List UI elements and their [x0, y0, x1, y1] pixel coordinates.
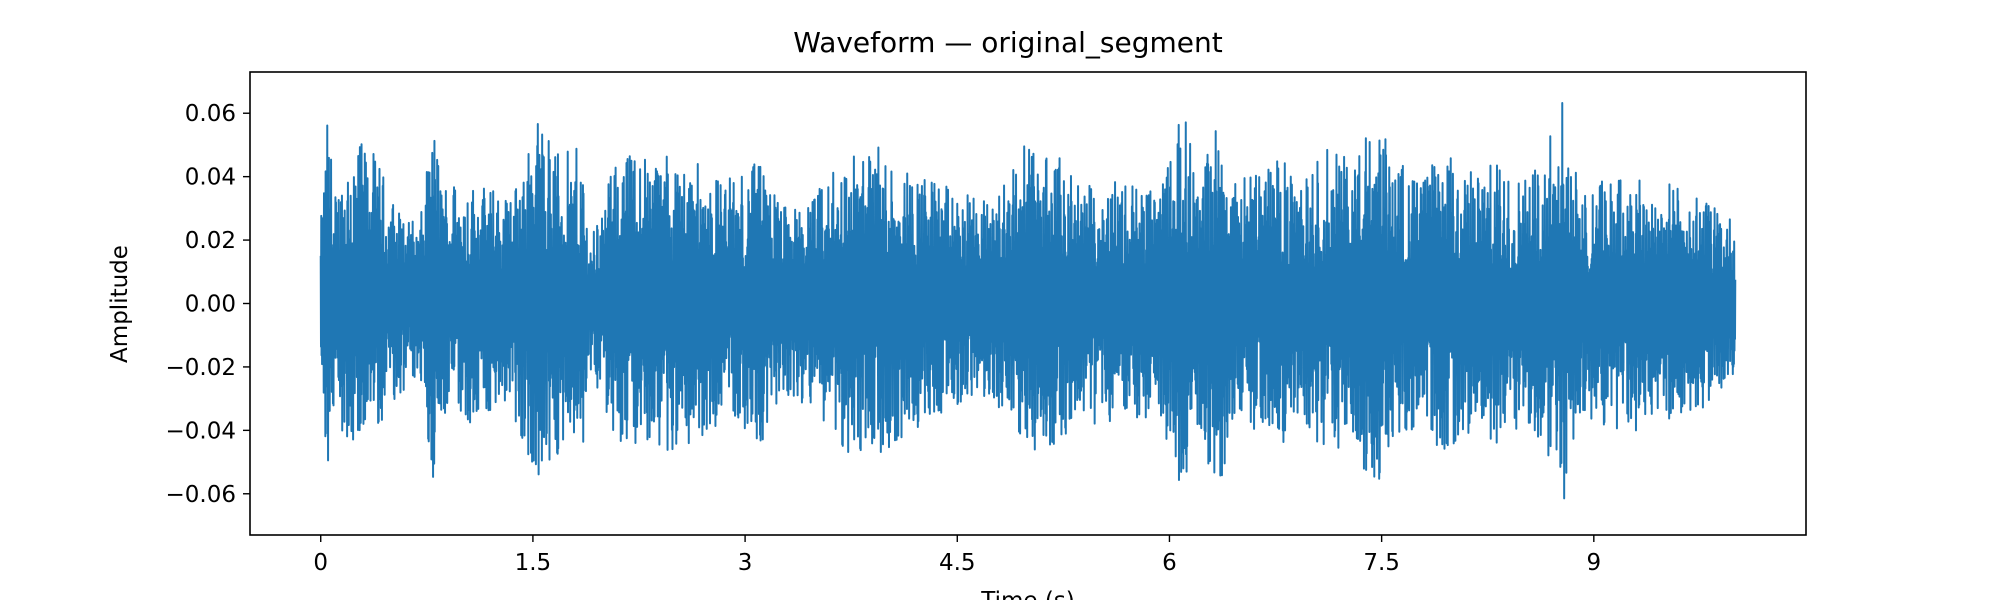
y-tick-label: 0.06 [185, 101, 236, 127]
y-tick-label: −0.02 [166, 355, 236, 381]
x-axis: 0 1.5 3 4.5 6 7.5 9 [313, 535, 1601, 576]
plot-area [319, 102, 1737, 500]
y-tick-label: 0.02 [185, 228, 236, 254]
x-tick-label: 1.5 [515, 550, 552, 576]
x-tick-label: 3 [738, 550, 753, 576]
x-tick-label: 6 [1162, 550, 1177, 576]
y-tick-label: −0.06 [166, 482, 236, 508]
waveform-line [319, 102, 1737, 500]
x-axis-label: Time (s) [980, 588, 1075, 600]
y-axis-label: Amplitude [107, 245, 133, 363]
chart-title: Waveform — original_segment [793, 26, 1222, 59]
x-tick-label: 4.5 [939, 550, 976, 576]
y-axis: 0.06 0.04 0.02 0.00 −0.02 −0.04 −0.06 [166, 101, 250, 508]
x-tick-label: 0 [313, 550, 328, 576]
y-tick-label: −0.04 [166, 418, 236, 444]
x-tick-label: 7.5 [1363, 550, 1400, 576]
y-tick-label: 0.04 [185, 165, 236, 191]
y-tick-label: 0.00 [185, 292, 236, 318]
x-tick-label: 9 [1586, 550, 1601, 576]
